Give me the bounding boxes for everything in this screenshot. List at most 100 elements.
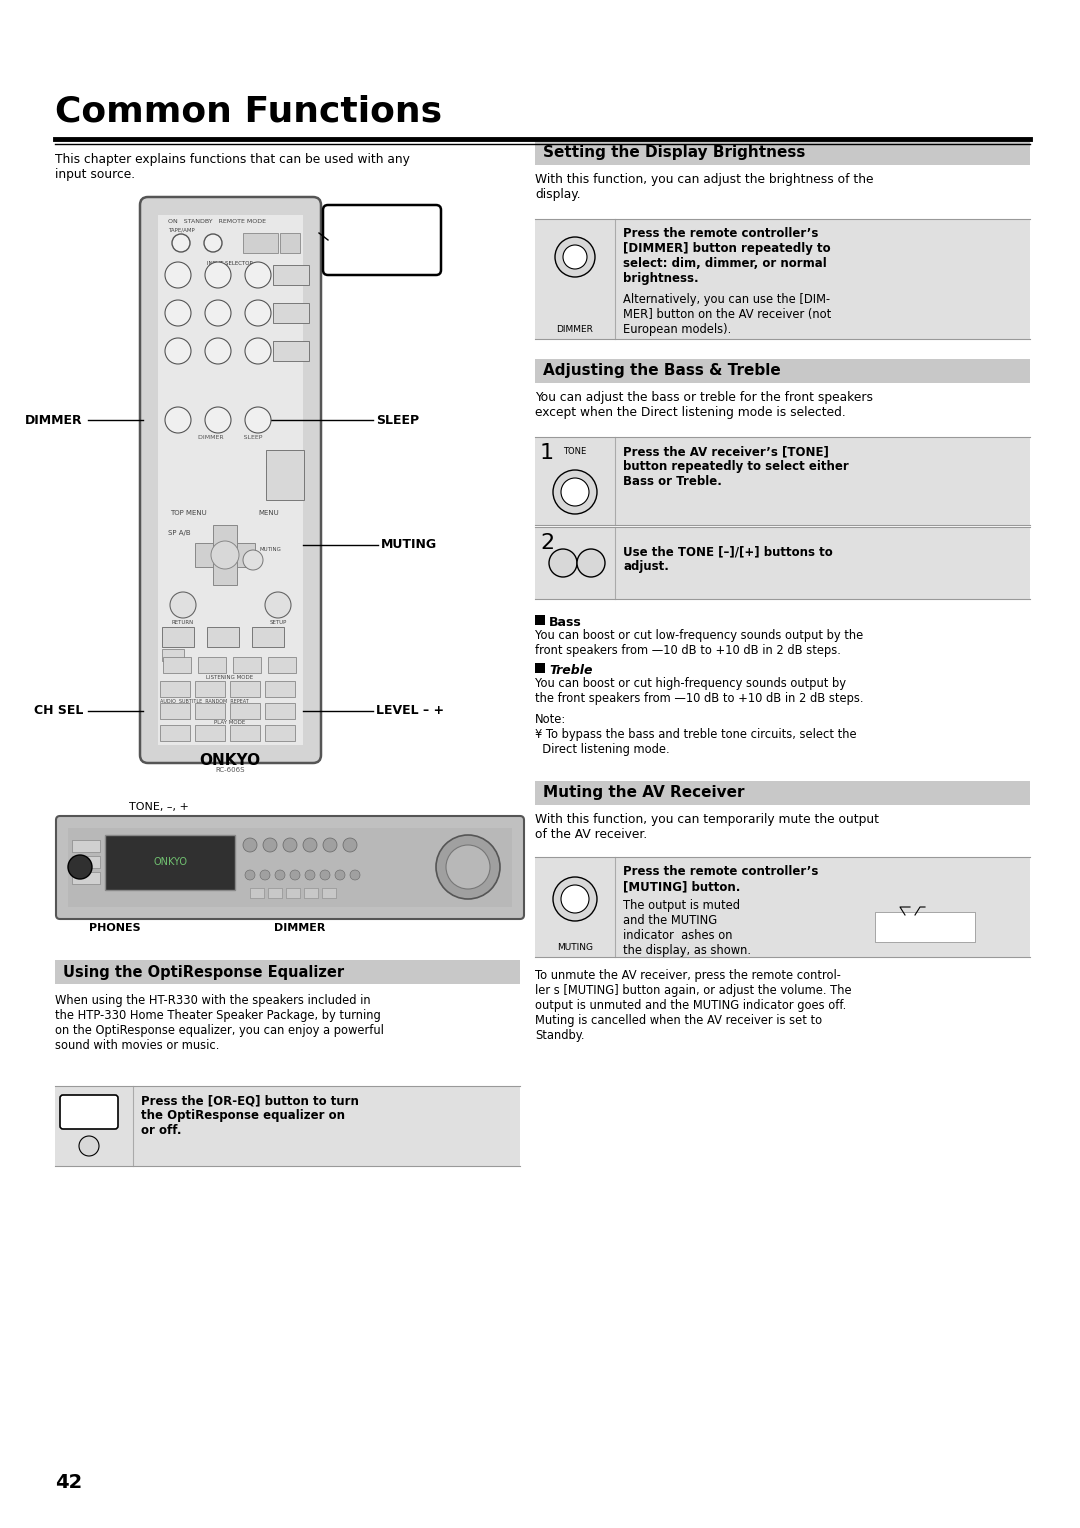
Circle shape bbox=[303, 837, 318, 853]
Text: ONKYO: ONKYO bbox=[153, 857, 187, 866]
Text: ||: || bbox=[174, 631, 181, 642]
Circle shape bbox=[305, 869, 315, 880]
Text: |◀◀: |◀◀ bbox=[241, 662, 254, 669]
Circle shape bbox=[205, 406, 231, 432]
Text: Alternatively, you can use the [DIM-
MER] button on the AV receiver (not
Europea: Alternatively, you can use the [DIM- MER… bbox=[623, 293, 832, 336]
Bar bbox=[163, 657, 191, 672]
Text: PLAY MODE: PLAY MODE bbox=[214, 720, 245, 724]
Circle shape bbox=[245, 406, 271, 432]
Bar bbox=[195, 703, 225, 720]
Bar bbox=[198, 657, 226, 672]
Circle shape bbox=[291, 869, 300, 880]
Text: ■: ■ bbox=[262, 633, 273, 642]
Bar bbox=[280, 232, 300, 254]
Text: Adjusting the Bass & Treble: Adjusting the Bass & Treble bbox=[543, 364, 781, 379]
Text: Press
[RECEIVER]
first: Press [RECEIVER] first bbox=[336, 219, 424, 264]
FancyBboxPatch shape bbox=[323, 205, 441, 275]
Bar bbox=[535, 359, 1030, 384]
Text: With this function, you can adjust the brightness of the
display.: With this function, you can adjust the b… bbox=[535, 173, 874, 202]
Bar bbox=[105, 834, 235, 889]
Text: — MUTING —: — MUTING — bbox=[880, 915, 931, 924]
Text: CDR: CDR bbox=[282, 347, 300, 356]
Text: OR-EQ: OR-EQ bbox=[71, 1106, 106, 1117]
Text: SLEEP: SLEEP bbox=[376, 414, 419, 426]
Text: CD: CD bbox=[255, 266, 261, 270]
Text: SETUP: SETUP bbox=[269, 620, 286, 625]
Text: ON: ON bbox=[176, 240, 186, 246]
Text: 5: 5 bbox=[215, 309, 221, 318]
Text: 4:50: 4:50 bbox=[172, 417, 185, 423]
Text: ENTER: ENTER bbox=[215, 553, 235, 558]
Circle shape bbox=[68, 856, 92, 879]
Circle shape bbox=[320, 869, 330, 880]
Bar bbox=[268, 657, 296, 672]
Circle shape bbox=[204, 234, 222, 252]
Bar bbox=[268, 888, 282, 898]
Text: L NIGHT: L NIGHT bbox=[237, 730, 253, 735]
Text: SP A/B: SP A/B bbox=[168, 530, 191, 536]
Text: DIMMER: DIMMER bbox=[274, 923, 326, 934]
Text: 0: 0 bbox=[215, 416, 221, 425]
Bar bbox=[213, 526, 237, 585]
Text: TUNER: TUNER bbox=[210, 266, 227, 270]
Text: TAPE: TAPE bbox=[172, 266, 184, 270]
Text: OR-EQ: OR-EQ bbox=[203, 730, 217, 735]
Circle shape bbox=[555, 237, 595, 277]
Circle shape bbox=[264, 837, 276, 853]
Bar bbox=[68, 828, 512, 908]
Text: DIMMER: DIMMER bbox=[25, 414, 83, 426]
Text: CH: CH bbox=[266, 465, 276, 471]
Text: TOP MENU: TOP MENU bbox=[170, 510, 206, 516]
Text: Muting the AV Receiver: Muting the AV Receiver bbox=[543, 785, 744, 801]
Text: 7: 7 bbox=[175, 345, 181, 356]
Bar bbox=[535, 781, 1030, 805]
Text: You can boost or cut low-frequency sounds output by the
front speakers from —10 : You can boost or cut low-frequency sound… bbox=[535, 630, 863, 657]
Text: You can boost or cut high-frequency sounds output by
the front speakers from —10: You can boost or cut high-frequency soun… bbox=[535, 677, 864, 704]
Circle shape bbox=[335, 869, 345, 880]
Text: MUTING: MUTING bbox=[381, 538, 437, 552]
Bar bbox=[195, 724, 225, 741]
Text: 2CH RS: 2CH RS bbox=[272, 730, 287, 735]
FancyBboxPatch shape bbox=[56, 816, 524, 918]
Circle shape bbox=[265, 591, 291, 617]
Circle shape bbox=[165, 299, 191, 325]
Text: TAPE/AMP: TAPE/AMP bbox=[168, 228, 194, 232]
Text: LISTENING MODE: LISTENING MODE bbox=[206, 675, 254, 680]
Text: When using the HT-R330 with the speakers included in
the HTP-330 Home Theater Sp: When using the HT-R330 with the speakers… bbox=[55, 995, 383, 1051]
Text: Press the AV receiver’s [TONE]
button repeatedly to select either
Bass or Treble: Press the AV receiver’s [TONE] button re… bbox=[623, 445, 849, 487]
Bar bbox=[72, 840, 100, 853]
Text: STEREO: STEREO bbox=[165, 686, 185, 692]
Text: MUTING: MUTING bbox=[260, 547, 282, 552]
Bar bbox=[273, 341, 309, 361]
Bar bbox=[265, 703, 295, 720]
Bar bbox=[265, 681, 295, 697]
Bar bbox=[72, 872, 100, 885]
Bar bbox=[162, 626, 194, 646]
Bar bbox=[160, 724, 190, 741]
Bar bbox=[195, 681, 225, 697]
Text: The output is muted
and the MUTING
indicator  ashes on
the display, as shown.: The output is muted and the MUTING indic… bbox=[623, 898, 751, 957]
Text: DIMMER          SLEEP: DIMMER SLEEP bbox=[198, 435, 262, 440]
Circle shape bbox=[243, 550, 264, 570]
Circle shape bbox=[245, 338, 271, 364]
Text: CINEMA: CINEMA bbox=[200, 686, 219, 692]
Bar bbox=[266, 451, 303, 500]
Bar bbox=[72, 856, 100, 868]
Circle shape bbox=[170, 591, 195, 617]
Text: ▶▶|: ▶▶| bbox=[275, 662, 288, 669]
Circle shape bbox=[79, 1135, 99, 1157]
Bar bbox=[273, 264, 309, 286]
Text: TONE, –, +: TONE, –, + bbox=[129, 802, 189, 811]
Circle shape bbox=[245, 261, 271, 287]
Bar bbox=[535, 219, 1030, 339]
Text: Press the remote controller’s
[MUTING] button.: Press the remote controller’s [MUTING] b… bbox=[623, 865, 819, 892]
Bar bbox=[535, 614, 545, 625]
FancyBboxPatch shape bbox=[140, 197, 321, 762]
Text: 6: 6 bbox=[255, 309, 261, 318]
Bar bbox=[535, 141, 1030, 165]
Bar bbox=[230, 724, 260, 741]
Text: To unmute the AV receiver, press the remote control-
ler s [MUTING] button again: To unmute the AV receiver, press the rem… bbox=[535, 969, 852, 1042]
Bar bbox=[535, 437, 1030, 526]
Text: 2: 2 bbox=[215, 270, 221, 280]
Bar bbox=[233, 657, 261, 672]
